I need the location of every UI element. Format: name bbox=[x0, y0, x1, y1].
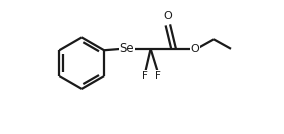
Text: F: F bbox=[142, 71, 148, 81]
Text: O: O bbox=[190, 44, 199, 54]
Text: O: O bbox=[164, 11, 172, 21]
Text: Se: Se bbox=[119, 42, 134, 55]
Text: F: F bbox=[155, 71, 161, 81]
